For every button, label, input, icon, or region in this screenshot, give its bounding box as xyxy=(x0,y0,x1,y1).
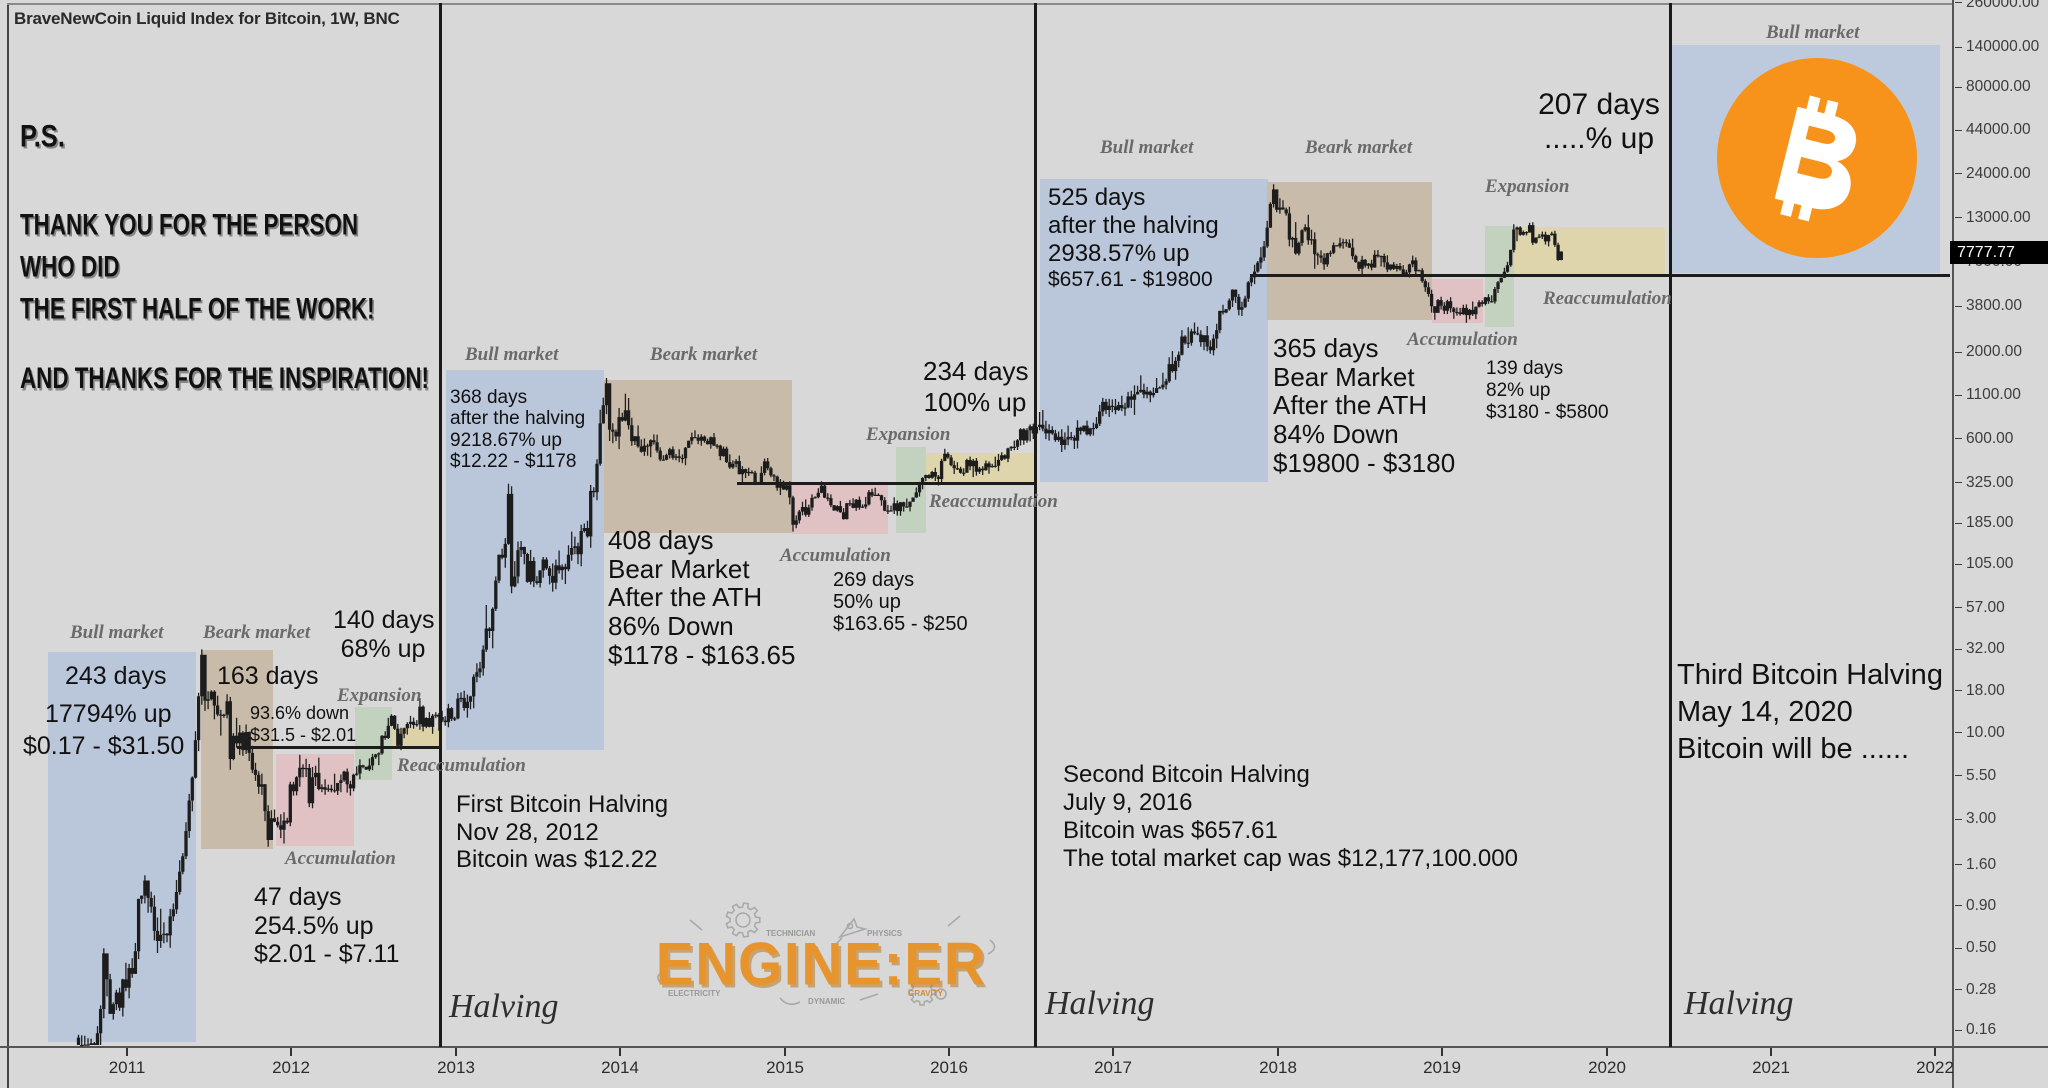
svg-text:ENGINE:ER: ENGINE:ER xyxy=(656,931,987,998)
svg-text:ELECTRICITY: ELECTRICITY xyxy=(668,989,721,998)
svg-text:DYNAMIC: DYNAMIC xyxy=(808,997,846,1006)
svg-text:PHYSICS: PHYSICS xyxy=(867,929,903,938)
svg-text:GRAVITY: GRAVITY xyxy=(908,989,944,998)
svg-text:TECHNICIAN: TECHNICIAN xyxy=(766,929,816,938)
svg-text:ENGINE:ER: ENGINE:ER xyxy=(658,934,989,1001)
